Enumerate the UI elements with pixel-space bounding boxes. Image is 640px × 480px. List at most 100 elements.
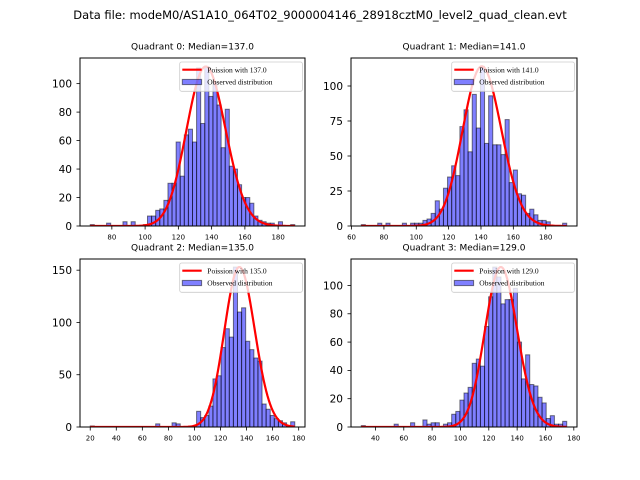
x-tick-label: 180 bbox=[539, 234, 552, 242]
histogram-bar bbox=[228, 336, 234, 427]
axes-frame bbox=[79, 57, 306, 227]
histogram-bar bbox=[237, 311, 243, 427]
x-tick-label: 160 bbox=[507, 234, 520, 242]
histogram-bar bbox=[484, 326, 490, 427]
x-tick-label: 40 bbox=[112, 435, 121, 443]
histogram-bar bbox=[393, 423, 399, 427]
legend: Poission with 135.0 Observed distribution bbox=[179, 262, 303, 293]
histogram-bar bbox=[479, 365, 486, 427]
histogram-bar bbox=[241, 307, 247, 427]
histogram-bar bbox=[500, 303, 506, 427]
histogram-bar bbox=[175, 141, 181, 226]
x-tick-label: 160 bbox=[539, 435, 552, 443]
legend-label-observed: Observed distribution bbox=[479, 77, 544, 86]
axes-frame bbox=[350, 258, 578, 428]
histogram-bar bbox=[471, 93, 477, 226]
histogram-bar bbox=[253, 357, 259, 427]
subplot-title: Quadrant 2: Median=135.0 bbox=[131, 244, 254, 254]
subplot-quadrant-1: 60 80 100 120 140 160 180 0 25 50 75 100 Quadrant 1:… bbox=[323, 43, 578, 242]
x-tick-label: 120 bbox=[482, 435, 495, 443]
figure-suptitle: Data file: modeM0/AS1A10_064T02_90000041… bbox=[73, 8, 567, 22]
x-tick-label: 80 bbox=[428, 435, 437, 443]
x-tick-label: 120 bbox=[442, 234, 455, 242]
legend-label-observed: Observed distribution bbox=[207, 77, 272, 86]
histogram-bar bbox=[200, 122, 206, 226]
x-tick-label: 120 bbox=[172, 234, 185, 242]
y-tick-label: 20 bbox=[59, 192, 72, 204]
x-tick-label: 80 bbox=[379, 234, 388, 242]
axes-frame bbox=[350, 57, 578, 227]
subplot-title: Quadrant 0: Median=137.0 bbox=[131, 43, 254, 53]
y-tick-label: 50 bbox=[59, 370, 72, 382]
x-tick-label: 120 bbox=[214, 435, 227, 443]
histogram-bar bbox=[496, 276, 502, 427]
histogram-bar bbox=[183, 134, 189, 226]
x-tick-label: 140 bbox=[510, 435, 523, 443]
histogram-bar bbox=[562, 420, 568, 427]
x-tick-label: 140 bbox=[240, 435, 253, 443]
y-tick-label: 75 bbox=[330, 116, 343, 128]
y-tick-label: 25 bbox=[330, 186, 343, 198]
histogram-bar bbox=[228, 165, 234, 226]
legend-patch-swatch bbox=[181, 78, 203, 86]
y-tick-label: 0 bbox=[336, 221, 343, 233]
legend-patch-swatch bbox=[181, 279, 203, 287]
y-tick-label: 80 bbox=[330, 309, 343, 321]
x-tick-label: 160 bbox=[266, 435, 279, 443]
legend-box bbox=[451, 262, 575, 293]
x-tick-label: 60 bbox=[399, 435, 408, 443]
legend-label-observed: Observed distribution bbox=[479, 278, 544, 287]
x-tick-label: 160 bbox=[238, 234, 251, 242]
legend-label-poisson: Poission with 137.0 bbox=[207, 65, 267, 74]
subplot-title: Quadrant 3: Median=129.0 bbox=[403, 244, 526, 254]
histogram-bar bbox=[269, 415, 275, 427]
subplot-quadrant-3: 40 60 80 100 120 140 160 180 0 20 40 60 80 100 Quadran… bbox=[323, 244, 581, 443]
poisson-curve bbox=[361, 265, 567, 427]
histogram-bar bbox=[208, 95, 214, 226]
legend-patch-swatch bbox=[453, 279, 475, 287]
legend-box bbox=[179, 262, 303, 293]
x-tick-label: 100 bbox=[410, 234, 423, 242]
x-tick-label: 80 bbox=[107, 234, 116, 242]
x-tick-label: 20 bbox=[86, 435, 95, 443]
y-tick-label: 60 bbox=[59, 135, 72, 147]
legend-box bbox=[451, 61, 575, 92]
histogram-bar bbox=[265, 408, 271, 427]
y-tick-label: 100 bbox=[323, 280, 343, 292]
histogram-bar bbox=[537, 396, 543, 427]
x-tick-label: 60 bbox=[347, 234, 356, 242]
histogram-bar bbox=[545, 221, 551, 226]
histogram-bar bbox=[220, 147, 226, 226]
y-tick-label: 80 bbox=[59, 107, 72, 119]
legend-label-poisson: Poission with 135.0 bbox=[207, 266, 267, 275]
y-tick-label: 100 bbox=[323, 81, 343, 93]
histogram-bar bbox=[549, 415, 555, 427]
y-tick-label: 60 bbox=[330, 337, 343, 349]
y-tick-label: 0 bbox=[65, 422, 72, 434]
legend-patch-swatch bbox=[453, 78, 475, 86]
legend-label-poisson: Poission with 129.0 bbox=[479, 266, 539, 275]
x-tick-label: 180 bbox=[271, 234, 284, 242]
histogram-bar bbox=[187, 128, 193, 226]
x-tick-label: 140 bbox=[205, 234, 218, 242]
histogram-bar bbox=[130, 221, 136, 226]
subplot-title: Quadrant 1: Median=141.0 bbox=[403, 43, 526, 53]
histogram-bar bbox=[216, 375, 222, 427]
histogram-bar bbox=[212, 81, 218, 226]
histogram-bar bbox=[504, 119, 510, 226]
histogram-bar bbox=[508, 182, 514, 226]
axes-frame bbox=[79, 258, 306, 428]
legend: Poission with 129.0 Observed distribution bbox=[451, 262, 575, 293]
x-tick-label: 180 bbox=[567, 435, 580, 443]
histogram-bar bbox=[475, 127, 481, 226]
x-tick-label: 60 bbox=[138, 435, 147, 443]
histogram-bar bbox=[504, 299, 510, 427]
y-tick-label: 50 bbox=[330, 151, 343, 163]
histogram-bar bbox=[463, 109, 469, 226]
histogram-bar bbox=[245, 340, 251, 427]
y-tick-label: 100 bbox=[52, 78, 72, 90]
histogram-bar bbox=[122, 221, 128, 226]
x-tick-label: 80 bbox=[164, 435, 173, 443]
poisson-curve bbox=[361, 65, 567, 226]
histogram-bar bbox=[512, 169, 518, 226]
